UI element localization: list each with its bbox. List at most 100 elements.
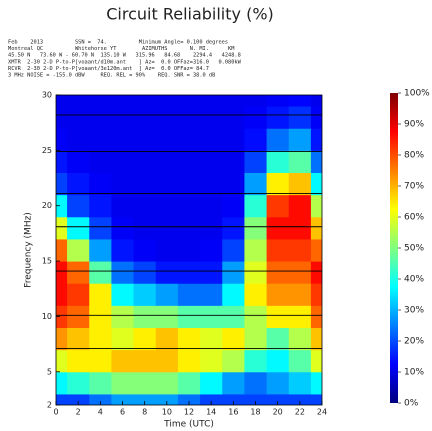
heat-cell: [266, 128, 290, 151]
heat-cell: [111, 150, 135, 173]
heat-cell: [200, 238, 223, 262]
header-line: Montreal QC Whitehorse YT AZIMUTHS N. MI…: [8, 46, 234, 52]
heat-cell: [200, 393, 223, 405]
heat-cell: [133, 128, 157, 151]
heat-cell: [56, 238, 68, 262]
heat-cell: [266, 393, 290, 405]
colorbar-tick-label: 40%: [404, 275, 424, 285]
heat-cell: [133, 238, 157, 262]
heat-cell: [67, 371, 90, 395]
heat-cell: [133, 106, 157, 129]
x-tick-label: 24: [317, 408, 327, 417]
heat-cell: [56, 305, 68, 328]
heat-cell: [155, 283, 179, 306]
heat-cell: [89, 371, 112, 395]
heat-cell: [310, 283, 322, 306]
heat-cell: [244, 172, 268, 196]
heat-cell: [222, 194, 245, 218]
y-axis-label: Frequency (MHz): [24, 212, 34, 288]
heatmap: [56, 95, 322, 405]
chart-title: Circuit Reliability (%): [106, 5, 274, 24]
heat-cell: [222, 172, 245, 196]
heat-cell: [310, 349, 322, 373]
y-tick-label: 20: [42, 201, 52, 210]
heat-cell: [177, 371, 201, 395]
heat-cell: [288, 128, 312, 151]
heat-cell: [200, 305, 223, 328]
heat-cell: [266, 216, 290, 240]
heat-cell: [310, 305, 322, 328]
heat-cell: [133, 194, 157, 218]
heat-cell: [133, 172, 157, 196]
heat-cell: [133, 216, 157, 240]
heat-cell: [56, 393, 68, 405]
heat-cell: [155, 194, 179, 218]
y-tick-label: 25: [42, 146, 52, 155]
heat-cell: [111, 283, 135, 306]
heat-cell: [133, 371, 157, 395]
heat-cell: [155, 371, 179, 395]
heat-cell: [56, 128, 68, 151]
x-tick-label: 16: [228, 408, 238, 417]
heat-cell: [155, 238, 179, 262]
heat-cell: [266, 371, 290, 395]
heat-cell: [56, 371, 68, 395]
heat-cell: [177, 305, 201, 328]
heat-cell: [111, 128, 135, 151]
heat-cell: [288, 393, 312, 405]
heat-cell: [155, 95, 179, 107]
heat-cell: [310, 128, 322, 151]
colorbar-tick-label: 100%: [404, 89, 430, 99]
heat-cell: [111, 95, 135, 107]
heat-cell: [155, 349, 179, 373]
heat-cell: [222, 393, 245, 405]
heat-cell: [266, 238, 290, 262]
heat-cell: [133, 150, 157, 173]
heat-cell: [310, 95, 322, 107]
x-tick-label: 22: [295, 408, 305, 417]
heat-cell: [56, 261, 68, 284]
heat-cell: [200, 128, 223, 151]
heat-cell: [244, 283, 268, 306]
heat-cell: [200, 283, 223, 306]
heat-cell: [111, 327, 135, 351]
heat-cell: [89, 349, 112, 373]
heat-cell: [244, 305, 268, 328]
heat-cell: [266, 172, 290, 196]
heat-cell: [200, 95, 223, 107]
heat-cell: [244, 128, 268, 151]
heat-cell: [89, 393, 112, 405]
x-tick-label: 12: [184, 408, 194, 417]
header-line: 3 MHz NOISE = -155.0 dBW REQ. REL = 90% …: [8, 73, 215, 79]
heat-cell: [288, 194, 312, 218]
heat-cell: [244, 95, 268, 107]
heat-cell: [89, 194, 112, 218]
heat-cell: [67, 150, 90, 173]
heat-cell: [111, 305, 135, 328]
colorbar-tick-label: 0%: [404, 399, 419, 409]
heat-cell: [67, 238, 90, 262]
heat-cell: [56, 106, 68, 129]
heat-cell: [310, 238, 322, 262]
heat-cell: [133, 393, 157, 405]
heat-cell: [288, 172, 312, 196]
heat-cell: [111, 216, 135, 240]
heat-cell: [89, 95, 112, 107]
heat-cell: [222, 216, 245, 240]
heat-cell: [222, 283, 245, 306]
x-tick-label: 0: [53, 408, 58, 417]
heat-cell: [111, 261, 135, 284]
heat-cell: [222, 238, 245, 262]
heat-cell: [67, 349, 90, 373]
heat-cell: [67, 128, 90, 151]
heat-cell: [56, 95, 68, 107]
heat-cell: [288, 283, 312, 306]
heat-cell: [111, 194, 135, 218]
heat-cell: [266, 305, 290, 328]
heat-cell: [244, 194, 268, 218]
y-tick-label: 2: [47, 401, 52, 410]
heat-cell: [310, 172, 322, 196]
y-tick-label: 15: [42, 257, 52, 266]
x-axis-label: Time (UTC): [163, 420, 214, 430]
heat-cell: [244, 327, 268, 351]
